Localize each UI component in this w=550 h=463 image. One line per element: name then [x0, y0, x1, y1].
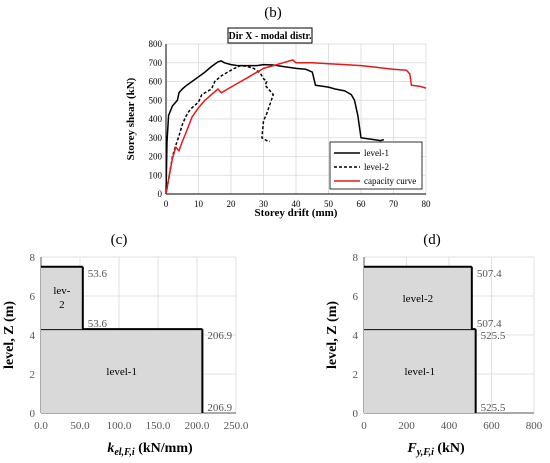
x-tick-label: 250.0: [224, 420, 249, 432]
value-label-top: 53.6: [88, 268, 108, 280]
bar: [364, 329, 476, 413]
bar-label: level-1: [405, 366, 436, 378]
y-tick-label: 800: [149, 39, 163, 49]
bar-label: 2: [59, 299, 65, 311]
x-tick-label: 100.0: [107, 420, 132, 432]
bar-label: lev-: [53, 285, 70, 297]
chart-title: Dir X - modal distr.: [228, 31, 312, 42]
y-tick-label: 2: [30, 369, 36, 381]
x-tick-label: 20: [227, 199, 237, 209]
value-label-bottom: 525.5: [481, 402, 506, 414]
y-tick-label: 400: [149, 114, 163, 124]
bar-group: level-1 525.5 525.5: [364, 328, 506, 414]
x-tick-label: 30: [259, 199, 269, 209]
x-axis-label-symbol: F: [406, 441, 417, 456]
x-axis-label-symbol: k: [107, 441, 114, 456]
y-tick-label: 4: [30, 330, 36, 342]
y-axis-label: Storey shear (kN): [125, 77, 137, 160]
value-label-top: 206.9: [207, 330, 232, 342]
y-tick-label: 8: [30, 252, 36, 264]
x-tick-label: 80: [422, 199, 432, 209]
x-tick-label: 600: [483, 420, 500, 432]
x-axis-label: Storey drift (mm): [255, 207, 338, 219]
panel-label: (d): [423, 232, 441, 248]
x-tick-label: 0.0: [34, 420, 48, 432]
x-tick-label: 10: [194, 199, 204, 209]
y-tick-label: 500: [149, 95, 163, 105]
y-tick-label: 8: [353, 252, 359, 264]
y-tick-label: 700: [149, 58, 163, 68]
value-label-bottom: 507.4: [477, 318, 502, 330]
series-line-capacity-curve: [165, 59, 427, 195]
bar-label: level-1: [106, 366, 137, 378]
y-tick-label: 300: [149, 133, 163, 143]
bar-group: lev- 2 53.6 53.6: [41, 265, 108, 330]
x-axis-label-subscript: el,F,i: [114, 447, 135, 458]
chart-title-box: Dir X - modal distr.: [227, 27, 313, 44]
legend-entry: capacity curve: [364, 176, 416, 186]
bar: [41, 266, 83, 330]
panel-label: (c): [111, 232, 128, 248]
y-tick-label: 100: [149, 170, 163, 180]
bar: [41, 329, 203, 413]
x-tick-label: 400: [441, 420, 458, 432]
series-line-level-2: [165, 64, 275, 195]
chart-title-frame: [227, 27, 313, 44]
legend-entry: level-2: [364, 162, 389, 172]
y-tick-label: 6: [353, 291, 359, 303]
x-tick-label: 0: [164, 199, 169, 209]
x-axis-label-unit: (kN/mm): [135, 441, 193, 456]
x-tick-label: 70: [389, 199, 399, 209]
value-label-top: 507.4: [477, 268, 502, 280]
bar-group: level-1 206.9 206.9: [41, 328, 233, 414]
x-tick-label: 200.0: [185, 420, 210, 432]
panel-b-label: (b): [264, 5, 282, 21]
x-tick-label: 150.0: [146, 420, 171, 432]
x-axis-label-unit: (kN): [434, 441, 465, 456]
x-tick-label: 200: [398, 420, 415, 432]
y-tick-label: 6: [30, 291, 36, 303]
bar: [364, 266, 472, 330]
legend-entry: level-1: [364, 148, 389, 158]
value-label-bottom: 53.6: [88, 318, 108, 330]
y-tick-label: 0: [353, 408, 359, 420]
panel-d-strength-bar-chart: (d)0 200 400 600 80002468level-1525.5525.5le…: [325, 232, 543, 458]
value-label-bottom: 206.9: [207, 402, 232, 414]
y-tick-label: 200: [149, 152, 163, 162]
y-tick-label: 4: [353, 330, 359, 342]
bar-label: level-2: [403, 293, 434, 305]
series-line-level-1: [165, 60, 385, 195]
value-label-top: 525.5: [481, 330, 506, 342]
x-tick-label: 40: [292, 199, 302, 209]
x-tick-label: 0: [361, 420, 367, 432]
y-tick-label: 0: [30, 408, 36, 420]
x-axis-label-subscript: y,F,i: [416, 447, 434, 458]
y-axis-label: level, Z (m): [325, 301, 340, 369]
y-axis-label: level, Z (m): [2, 301, 17, 369]
y-tick-label: 0: [158, 189, 163, 199]
panel-b-line-chart: (b)0 10 20 30 40 50 60 70 8001002003004005006007…: [125, 5, 431, 219]
y-tick-label: 2: [353, 369, 359, 381]
bar-group: level-2 507.4 507.4: [364, 265, 502, 330]
x-tick-label: 50: [324, 199, 334, 209]
x-axis-label: Fy,F,i (kN): [406, 441, 465, 458]
x-tick-label: 50.0: [70, 420, 90, 432]
x-tick-label: 800: [526, 420, 543, 432]
panel-c-stiffness-bar-chart: (c) 0.0 50.0 100.0 150.0 200.0 250.0 0 2 4 6 8 level…: [2, 232, 249, 458]
y-tick-label: 600: [149, 77, 163, 87]
legend: level-1 level-2 capacity curve: [329, 141, 423, 190]
x-axis-label: kel,F,i (kN/mm): [107, 441, 193, 458]
x-tick-label: 60: [357, 199, 367, 209]
